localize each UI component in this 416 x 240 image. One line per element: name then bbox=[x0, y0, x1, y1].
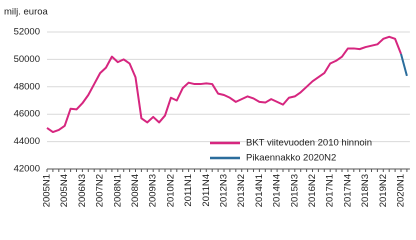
x-tick-label: 2011N4 bbox=[201, 174, 212, 207]
x-tick-label: 2014N4 bbox=[272, 174, 283, 207]
x-tick-label: 2017N1 bbox=[325, 174, 336, 207]
x-tick-label: 2011N1 bbox=[183, 174, 194, 207]
x-tick-label: 2020N1 bbox=[396, 174, 407, 207]
legend-label: Pikaennakko 2020N2 bbox=[246, 153, 336, 164]
data-line bbox=[400, 53, 408, 77]
x-tick-label: 2005N4 bbox=[59, 174, 70, 207]
x-tick-label: 2015N3 bbox=[289, 174, 300, 207]
x-tick-label: 2007N2 bbox=[95, 174, 106, 207]
x-tick-label: 2016N2 bbox=[307, 174, 318, 207]
chart: milj. euroa 42000 44000 46000 48000 50000 520… bbox=[4, 7, 410, 207]
y-tick-label: 52000 bbox=[14, 27, 40, 38]
x-tick-label: 2017N4 bbox=[342, 174, 353, 207]
y-tick-label: 50000 bbox=[14, 54, 40, 65]
x-tick-label: 2012N3 bbox=[219, 174, 230, 207]
y-tick-label: 48000 bbox=[14, 81, 40, 92]
x-tick-label: 2008N4 bbox=[130, 174, 141, 207]
x-tick-label: 2013N2 bbox=[236, 174, 247, 207]
x-tick-label: 2018N3 bbox=[360, 174, 371, 207]
x-tick-label: 2005N1 bbox=[42, 174, 53, 207]
y-tick-label: 44000 bbox=[14, 136, 40, 147]
x-tick-label: 2014N1 bbox=[254, 174, 265, 207]
x-tick-label: 2009N3 bbox=[148, 174, 159, 207]
x-tick-label: 2008N1 bbox=[112, 174, 123, 207]
x-tick-label: 2019N2 bbox=[378, 174, 389, 207]
data-line bbox=[46, 35, 402, 134]
x-tick-label: 2006N3 bbox=[77, 174, 88, 207]
legend-label: BKT viitevuoden 2010 hinnoin bbox=[246, 138, 372, 149]
x-tick-label: 2010N2 bbox=[165, 174, 176, 207]
y-tick-label: 42000 bbox=[14, 164, 40, 175]
y-tick-label: 46000 bbox=[14, 109, 40, 120]
y-axis-label: milj. euroa bbox=[4, 7, 49, 18]
